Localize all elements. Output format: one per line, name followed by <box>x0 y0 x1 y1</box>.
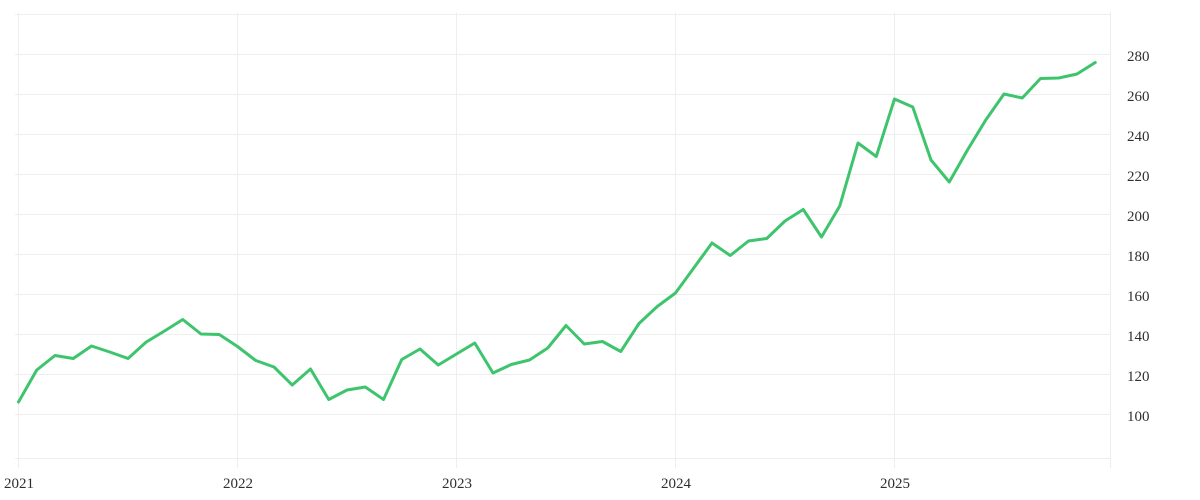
svg-text:2022: 2022 <box>223 476 253 492</box>
svg-text:240: 240 <box>1127 129 1150 145</box>
svg-text:120: 120 <box>1127 369 1150 385</box>
svg-text:2023: 2023 <box>442 476 472 492</box>
svg-text:2025: 2025 <box>880 476 910 492</box>
svg-text:140: 140 <box>1127 329 1150 345</box>
svg-text:180: 180 <box>1127 249 1150 265</box>
svg-text:100: 100 <box>1127 409 1150 425</box>
svg-text:220: 220 <box>1127 169 1150 185</box>
svg-text:160: 160 <box>1127 289 1150 305</box>
svg-text:2024: 2024 <box>661 476 692 492</box>
svg-text:260: 260 <box>1127 89 1150 105</box>
svg-text:200: 200 <box>1127 209 1150 225</box>
svg-text:2021: 2021 <box>4 476 34 492</box>
svg-text:280: 280 <box>1127 49 1150 65</box>
